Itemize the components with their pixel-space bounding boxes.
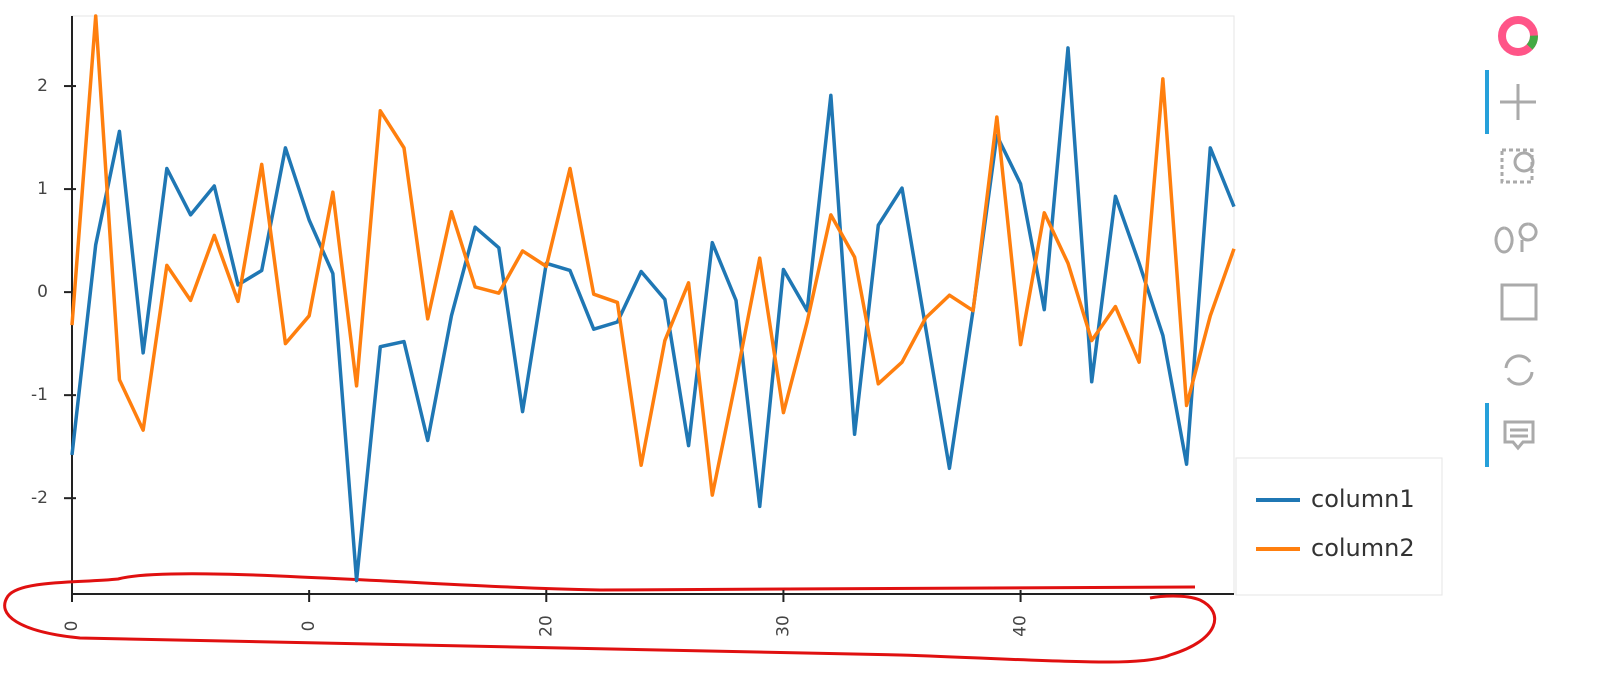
x-tick-label: 20 [536, 615, 556, 637]
x-tick-label: 40 [1011, 615, 1031, 637]
pan-tool[interactable] [1500, 84, 1536, 120]
reset-tool[interactable] [1504, 354, 1534, 386]
legend-label: column2 [1311, 534, 1415, 562]
annotation-ellipse [3, 572, 1217, 664]
x-tick-label: 0 [62, 621, 82, 632]
save-tool[interactable] [1500, 283, 1538, 321]
logo-part [1498, 16, 1538, 56]
wheel-zoom-tool[interactable] [1494, 222, 1538, 254]
hover-tool[interactable] [1503, 420, 1535, 451]
y-tick-label: -1 [31, 385, 48, 405]
x-tick-label: 0 [299, 621, 319, 632]
logo [1498, 16, 1538, 56]
y-tick-label: 0 [37, 282, 48, 302]
y-tick-label: 2 [37, 76, 48, 96]
y-tick-label: 1 [37, 179, 48, 199]
legend-label: column1 [1311, 485, 1415, 513]
toolbar [1485, 16, 1538, 467]
x-tick-label: 30 [773, 615, 793, 637]
y-tick-label: -2 [31, 488, 48, 508]
box-zoom-lens [1513, 151, 1535, 173]
legend-box [1235, 457, 1443, 596]
series-line [70, 14, 1236, 497]
plot-frame [71, 15, 1235, 595]
series-line [70, 46, 1236, 583]
